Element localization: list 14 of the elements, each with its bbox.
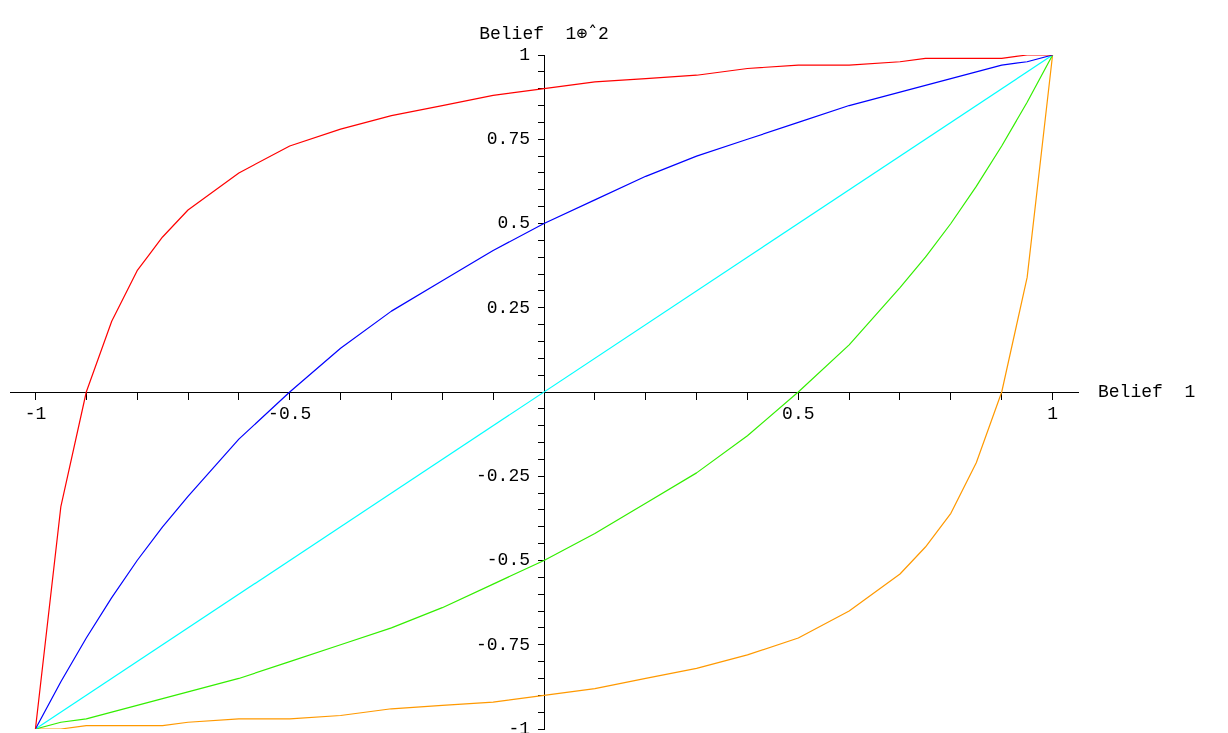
y-tick-label: 0.5 [497, 213, 530, 234]
x-tick-label: 1 [1047, 403, 1058, 424]
x-axis-title: Belief 1 [1098, 381, 1196, 402]
y-tick-label: -0.25 [475, 466, 530, 487]
y-tick-label: 1 [519, 44, 530, 65]
y-tick-label: -0.75 [475, 634, 530, 655]
y-tick-label: 0.25 [486, 297, 530, 318]
x-tick-label: -1 [24, 403, 47, 424]
y-tick-label: 0.75 [486, 129, 530, 150]
y-tick-label: -1 [508, 718, 530, 733]
y-axis-title: Belief 1⊕̂ 2 [479, 23, 609, 44]
x-tick-label: 0.5 [782, 403, 815, 424]
y-tick-label: -0.5 [486, 550, 530, 571]
x-tick-label: -0.5 [268, 403, 312, 424]
